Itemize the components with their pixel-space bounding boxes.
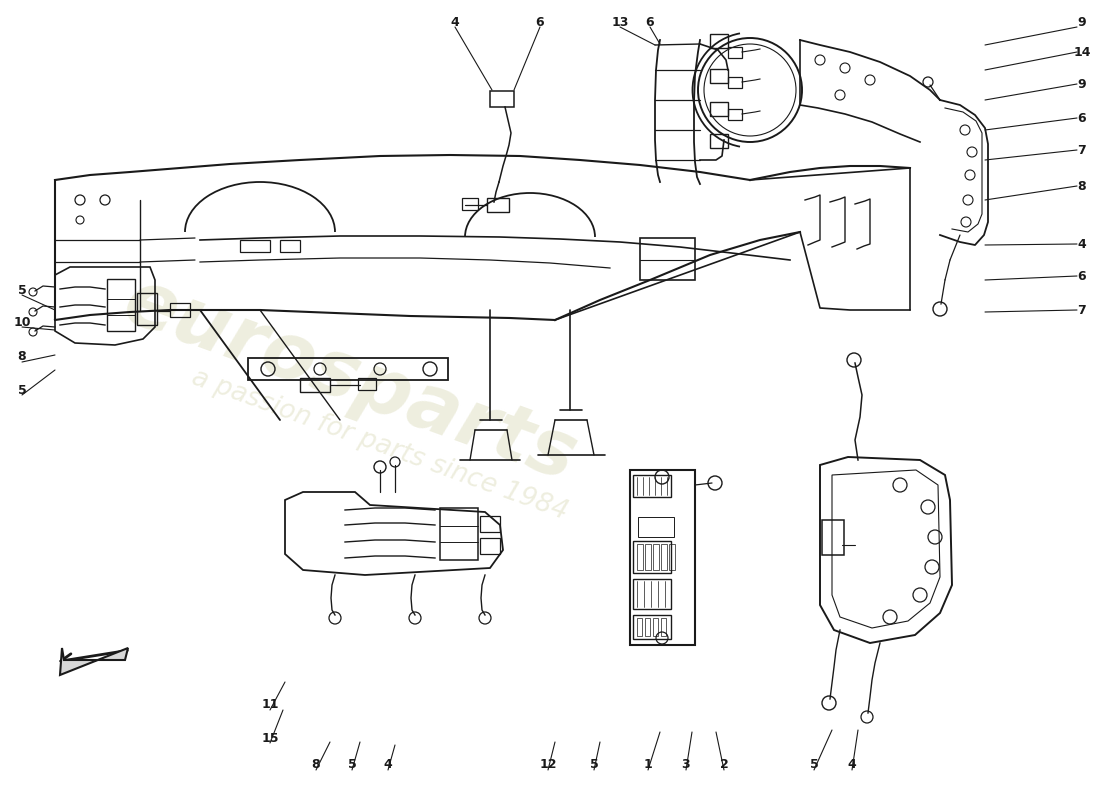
- Text: 5: 5: [810, 758, 818, 771]
- Text: 4: 4: [384, 758, 393, 771]
- Bar: [358, 378, 376, 390]
- Bar: [728, 109, 743, 120]
- Bar: [462, 198, 478, 210]
- Bar: [637, 618, 642, 636]
- Text: 3: 3: [682, 758, 691, 771]
- Bar: [240, 240, 270, 252]
- Text: 5: 5: [18, 383, 26, 397]
- Bar: [822, 520, 844, 555]
- Text: a passion for parts since 1984: a passion for parts since 1984: [188, 365, 572, 526]
- Text: 4: 4: [848, 758, 857, 771]
- Bar: [710, 102, 728, 116]
- Text: 10: 10: [13, 315, 31, 329]
- Text: 6: 6: [646, 15, 654, 29]
- Bar: [728, 47, 743, 58]
- Bar: [653, 544, 659, 570]
- Text: 9: 9: [1078, 15, 1087, 29]
- Text: 5: 5: [590, 758, 598, 771]
- Bar: [248, 358, 448, 380]
- Text: 6: 6: [536, 15, 544, 29]
- Bar: [440, 508, 478, 560]
- Text: 9: 9: [1078, 78, 1087, 90]
- Text: 13: 13: [612, 15, 629, 29]
- Bar: [480, 538, 501, 554]
- Text: 4: 4: [451, 15, 460, 29]
- Text: 8: 8: [18, 350, 26, 363]
- Bar: [645, 544, 651, 570]
- Bar: [280, 240, 300, 252]
- Bar: [637, 544, 644, 570]
- Text: 8: 8: [311, 758, 320, 771]
- Text: 4: 4: [1078, 238, 1087, 250]
- Text: 6: 6: [1078, 270, 1087, 282]
- Bar: [487, 198, 509, 212]
- Bar: [630, 470, 695, 645]
- Bar: [632, 475, 671, 497]
- Bar: [632, 615, 671, 639]
- Bar: [107, 279, 135, 331]
- Bar: [653, 618, 658, 636]
- Bar: [480, 516, 501, 532]
- Text: 6: 6: [1078, 111, 1087, 125]
- Bar: [300, 378, 330, 392]
- Bar: [710, 134, 728, 148]
- Bar: [638, 517, 674, 537]
- Text: 15: 15: [262, 731, 278, 745]
- Bar: [632, 579, 671, 609]
- Bar: [669, 544, 675, 570]
- Bar: [710, 69, 728, 83]
- Bar: [632, 541, 671, 573]
- Text: 12: 12: [539, 758, 557, 771]
- Text: 2: 2: [719, 758, 728, 771]
- Bar: [710, 34, 728, 48]
- Text: 14: 14: [1074, 46, 1091, 58]
- Text: 5: 5: [348, 758, 356, 771]
- Polygon shape: [60, 648, 128, 675]
- Text: 7: 7: [1078, 143, 1087, 157]
- Text: 1: 1: [644, 758, 652, 771]
- Bar: [138, 293, 157, 325]
- Text: 11: 11: [262, 698, 278, 711]
- Bar: [640, 238, 695, 280]
- Text: 8: 8: [1078, 179, 1087, 193]
- Bar: [645, 618, 650, 636]
- Text: eurosparts: eurosparts: [113, 263, 586, 497]
- Bar: [661, 544, 667, 570]
- Text: 5: 5: [18, 283, 26, 297]
- Bar: [728, 77, 743, 88]
- Bar: [170, 303, 190, 317]
- Bar: [490, 91, 514, 107]
- Bar: [661, 618, 666, 636]
- Text: 7: 7: [1078, 303, 1087, 317]
